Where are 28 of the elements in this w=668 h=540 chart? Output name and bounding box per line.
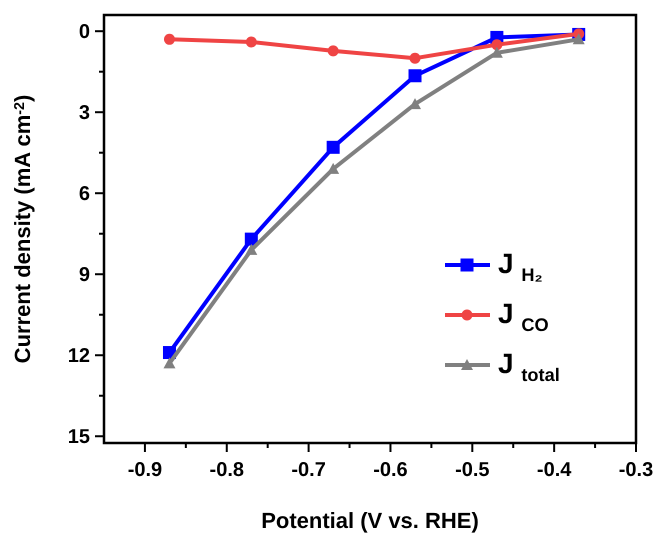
legend-label: J $_{total}$ xyxy=(498,348,560,386)
x-axis-title: Potential (V vs. RHE) xyxy=(261,508,479,533)
y-tick-label: 3 xyxy=(78,102,90,124)
x-tick-label: -0.5 xyxy=(455,459,490,481)
x-tick-label: -0.9 xyxy=(128,459,162,481)
x-tick-label: -0.3 xyxy=(618,459,654,481)
x-tick-label: -0.8 xyxy=(210,459,244,481)
y-tick-label: 15 xyxy=(68,426,90,448)
point xyxy=(245,244,258,255)
point xyxy=(408,69,422,82)
point xyxy=(244,232,258,246)
point xyxy=(572,33,585,44)
y-tick-label: 12 xyxy=(68,345,90,368)
point xyxy=(246,36,257,48)
point xyxy=(328,45,339,56)
x-tick-label: -0.4 xyxy=(536,459,572,481)
legend-label: J $_{CO}$ xyxy=(498,298,549,336)
x-tick-label: -0.7 xyxy=(291,459,326,481)
point xyxy=(491,39,502,50)
point xyxy=(326,140,340,154)
y-tick-label: 0 xyxy=(78,21,90,44)
y-tick-label: 9 xyxy=(78,264,90,286)
point xyxy=(164,34,175,45)
point xyxy=(410,52,421,64)
legend-label: J $_{H₂}$ xyxy=(498,248,543,286)
y-tick-label: 6 xyxy=(78,183,90,206)
point xyxy=(163,357,176,368)
x-tick-label: -0.6 xyxy=(373,459,408,481)
